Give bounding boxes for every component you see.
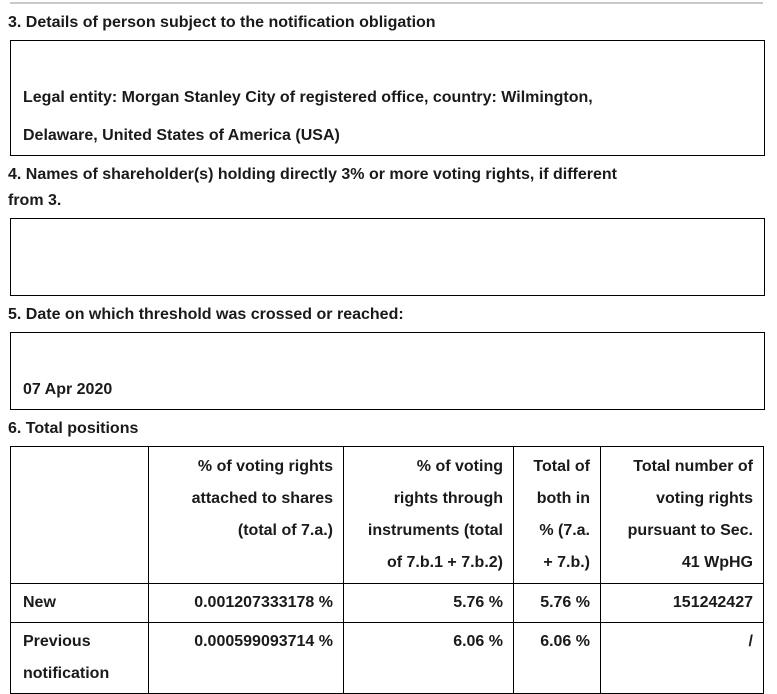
cell-previous-shares-pct: 0.000599093714 % [148, 622, 344, 694]
row-label-previous-notification: Previous notification [10, 622, 149, 694]
table-row-previous-notification: Previous notification 0.000599093714 % 6… [10, 622, 764, 694]
col-header-total-voting-rights: Total number of voting rights pursuant t… [600, 446, 764, 584]
section-4-heading: 4. Names of shareholder(s) holding direc… [8, 166, 617, 209]
table-row-new: New 0.001207333178 % 5.76 % 5.76 % 15124… [10, 583, 764, 623]
table-header-row: % of voting rights attached to shares (t… [10, 446, 764, 584]
cell-new-shares-pct: 0.001207333178 % [148, 583, 344, 623]
section-5-heading: 5. Date on which threshold was crossed o… [8, 306, 404, 323]
threshold-date-box: 07 Apr 2020 [10, 332, 765, 410]
cell-new-total-pct: 5.76 % [513, 583, 601, 623]
col-header-voting-rights-instruments: % of voting rights through instruments (… [343, 446, 514, 584]
row-label-new: New [10, 583, 149, 623]
col-header-voting-rights-shares: % of voting rights attached to shares (t… [148, 446, 344, 584]
legal-entity-text: Legal entity: Morgan Stanley City of reg… [23, 89, 593, 144]
legal-entity-box: Legal entity: Morgan Stanley City of reg… [10, 40, 765, 156]
section-6-heading: 6. Total positions [8, 420, 139, 437]
shareholder-names-box [10, 218, 765, 296]
col-header-empty [10, 446, 149, 584]
threshold-date-text: 07 Apr 2020 [23, 381, 113, 398]
col-header-total-both: Total of both in % (7.a. + 7.b.) [513, 446, 601, 584]
cell-new-total-voting-rights: 151242427 [600, 583, 764, 623]
cell-previous-total-voting-rights: / [600, 622, 764, 694]
total-positions-table: % of voting rights attached to shares (t… [10, 446, 764, 694]
cell-new-instruments-pct: 5.76 % [343, 583, 514, 623]
top-divider [10, 2, 763, 4]
cell-previous-instruments-pct: 6.06 % [343, 622, 514, 694]
cell-previous-total-pct: 6.06 % [513, 622, 601, 694]
section-3-heading: 3. Details of person subject to the noti… [8, 14, 436, 31]
